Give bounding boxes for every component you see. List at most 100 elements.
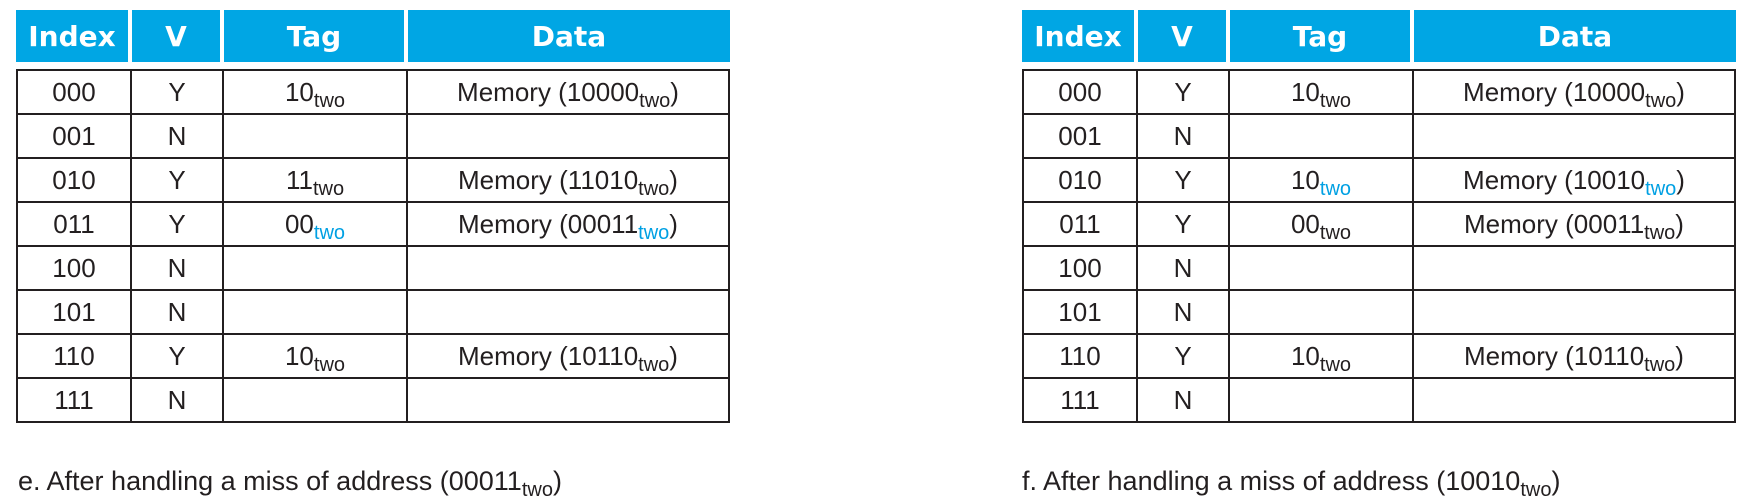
- caption-prefix: e. After handling a miss of address (: [18, 466, 449, 496]
- table-row: 010 Y 11two Memory (11010two): [16, 159, 730, 203]
- data-prefix: Memory (: [458, 164, 568, 195]
- data-cell: [1414, 379, 1736, 423]
- index-cell: 001: [16, 115, 132, 159]
- valid-cell: Y: [132, 69, 224, 115]
- tag-cell: [1230, 115, 1414, 159]
- table-row: 000 Y 10two Memory (10000two): [1022, 69, 1736, 115]
- data-prefix: Memory (: [1463, 164, 1573, 195]
- tag-subscript: two: [1319, 177, 1352, 200]
- data-subscript: two: [639, 89, 671, 112]
- tag-cell: 00two: [1230, 203, 1414, 247]
- table-header-row: Index V Tag Data: [16, 10, 730, 62]
- valid-cell: Y: [1138, 335, 1230, 379]
- column-header-data: Data: [408, 10, 730, 62]
- tag-cell: 10two: [1230, 159, 1414, 203]
- tag-subscript: two: [313, 89, 346, 112]
- index-cell: 110: [1022, 335, 1138, 379]
- table-row: 011 Y 00two Memory (00011two): [1022, 203, 1736, 247]
- data-suffix: ): [669, 208, 678, 239]
- data-suffix: ): [669, 340, 678, 371]
- tag-value: 10: [1290, 340, 1320, 371]
- data-cell: Memory (10000two): [408, 69, 730, 115]
- data-suffix: ): [1675, 340, 1684, 371]
- tag-subscript: two: [313, 353, 346, 376]
- data-value: 11010: [567, 164, 639, 195]
- table-row: 110 Y 10two Memory (10110 two): [1022, 335, 1736, 379]
- index-cell: 110: [16, 335, 132, 379]
- table-header-row: Index V Tag Data: [1022, 10, 1736, 62]
- table-row: 101 N: [1022, 291, 1736, 335]
- column-header-data: Data: [1414, 10, 1736, 62]
- table-row: 111 N: [1022, 379, 1736, 423]
- index-cell: 111: [16, 379, 132, 423]
- data-prefix: Memory (: [458, 208, 568, 239]
- tag-subscript: two: [1319, 221, 1352, 244]
- index-cell: 010: [1022, 159, 1138, 203]
- table-row: 111 N: [16, 379, 730, 423]
- data-subscript: two: [638, 177, 670, 200]
- data-cell: [1414, 291, 1736, 335]
- tag-cell: 10two: [224, 335, 408, 379]
- data-cell: [408, 115, 730, 159]
- data-suffix: ): [669, 164, 678, 195]
- data-prefix: Memory (: [458, 340, 568, 371]
- caption-f: f. After handling a miss of address (100…: [1022, 466, 1561, 500]
- tag-subscript: two: [1319, 89, 1352, 112]
- data-value: 10110: [1573, 340, 1645, 371]
- tag-value: 11: [285, 164, 313, 195]
- valid-cell: Y: [1138, 159, 1230, 203]
- column-header-index: Index: [1022, 10, 1138, 62]
- tag-cell: [1230, 247, 1414, 291]
- valid-cell: N: [1138, 115, 1230, 159]
- index-cell: 111: [1022, 379, 1138, 423]
- data-cell: Memory (10110two): [408, 335, 730, 379]
- index-cell: 100: [1022, 247, 1138, 291]
- table-row: 001 N: [16, 115, 730, 159]
- valid-cell: Y: [1138, 69, 1230, 115]
- column-header-tag: Tag: [1230, 10, 1414, 62]
- table-row: 011 Y 00two Memory (00011two): [16, 203, 730, 247]
- caption-prefix: f. After handling a miss of address (: [1022, 466, 1446, 496]
- valid-cell: N: [1138, 247, 1230, 291]
- data-prefix: Memory (: [1464, 340, 1574, 371]
- tag-subscript: two: [312, 177, 345, 200]
- tag-cell: 10two: [1230, 335, 1414, 379]
- table-body: 000 Y 10two Memory (10000two) 001 N 010 Y 10two M…: [1022, 69, 1736, 423]
- table-row: 100 N: [1022, 247, 1736, 291]
- data-cell: [408, 291, 730, 335]
- data-subscript: two: [1645, 89, 1677, 112]
- index-cell: 011: [16, 203, 132, 247]
- table-row: 010 Y 10two Memory (10010two): [1022, 159, 1736, 203]
- caption-subscript: two: [521, 479, 553, 501]
- data-value: 10000: [566, 76, 640, 107]
- caption-value: 10010: [1445, 466, 1521, 496]
- data-cell: Memory (10010two): [1414, 159, 1736, 203]
- tag-cell: [224, 379, 408, 423]
- valid-cell: N: [1138, 291, 1230, 335]
- tag-subscript: two: [313, 221, 346, 244]
- data-cell: Memory (00011two): [408, 203, 730, 247]
- tag-cell: [224, 247, 408, 291]
- cache-table-e: Index V Tag Data 000 Y 10two Memory (10000t…: [16, 10, 730, 423]
- valid-cell: N: [132, 247, 224, 291]
- tag-subscript: two: [1319, 353, 1352, 376]
- tag-value: 10: [1290, 76, 1320, 107]
- data-suffix: ): [1676, 76, 1685, 107]
- data-prefix: Memory (: [457, 76, 567, 107]
- column-header-v: V: [1138, 10, 1230, 62]
- valid-cell: N: [132, 115, 224, 159]
- column-header-tag: Tag: [224, 10, 408, 62]
- tag-cell: 10two: [1230, 69, 1414, 115]
- data-subscript: two: [638, 353, 670, 376]
- valid-cell: Y: [1138, 203, 1230, 247]
- valid-cell: N: [132, 379, 224, 423]
- caption-suffix: ): [1551, 466, 1561, 496]
- index-cell: 011: [1022, 203, 1138, 247]
- table-row: 110 Y 10two Memory (10110two): [16, 335, 730, 379]
- data-cell: [408, 379, 730, 423]
- data-cell: Memory (10000two): [1414, 69, 1736, 115]
- tag-cell: 00two: [224, 203, 408, 247]
- data-value: 00011: [567, 208, 639, 239]
- data-value: 10110: [567, 340, 639, 371]
- data-subscript: two: [1645, 177, 1677, 200]
